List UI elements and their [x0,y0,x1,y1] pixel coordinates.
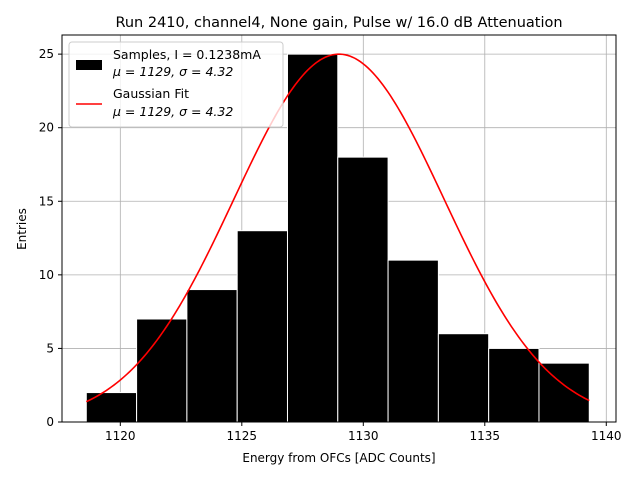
legend-fit-label-line1: Gaussian Fit [113,86,189,101]
histogram-bar [488,347,540,423]
histogram-bars [85,53,590,423]
histogram-bar [236,230,288,423]
x-tick-label: 1120 [105,429,136,443]
x-tick-label: 1125 [227,429,258,443]
x-tick-label: 1140 [591,429,622,443]
histogram-bar [538,362,590,423]
legend-histogram-label-line1: Samples, I = 0.1238mA [113,47,261,62]
histogram-bar [437,333,490,423]
gaussian-fit-layer [85,53,590,403]
histogram-bar [85,392,138,423]
histogram-bar [337,156,389,423]
histogram-bar [286,53,339,423]
legend-fit-label-line2: μ = 1129, σ = 4.32 [112,104,233,119]
x-tick-label: 1135 [470,429,501,443]
x-axis-label: Energy from OFCs [ADC Counts] [242,451,435,465]
legend-box [68,41,284,128]
y-axis-ticks: 0 5 10 15 20 25 [39,47,62,429]
plot-frame [61,34,617,423]
gaussian-fit-curve [85,53,590,403]
y-tick-label: 25 [39,47,54,61]
legend-histogram-label-line2: μ = 1129, σ = 4.32 [112,64,233,79]
legend: Samples, I = 0.1238mA μ = 1129, σ = 4.32… [68,41,284,128]
chart-title: Run 2410, channel4, None gain, Pulse w/ … [115,15,562,31]
y-tick-label: 20 [39,121,54,135]
y-axis-label: Entries [15,208,29,250]
y-tick-label: 0 [46,415,54,429]
legend-histogram-swatch [76,60,102,70]
histogram-bar [387,259,439,423]
histogram-bar [186,289,238,423]
y-tick-label: 15 [39,194,54,208]
x-tick-label: 1130 [348,429,379,443]
y-tick-label: 5 [46,341,54,355]
y-tick-label: 10 [39,268,54,282]
x-axis-ticks: 1120 1125 1130 1135 1140 [105,422,622,443]
